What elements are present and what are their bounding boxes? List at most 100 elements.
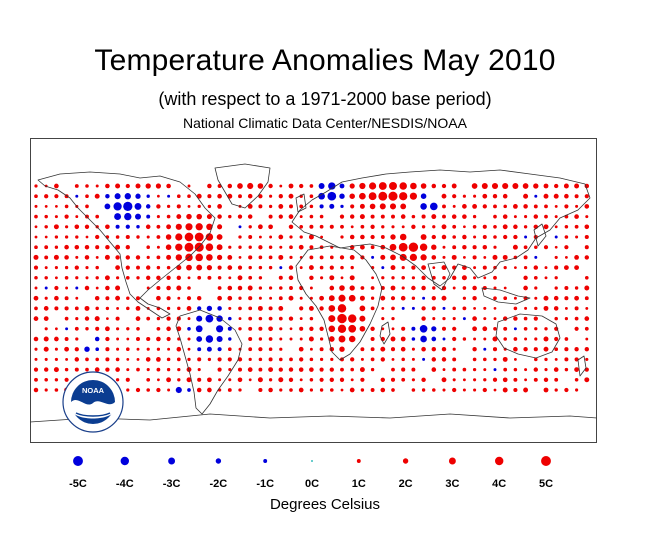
anomaly-dot (156, 285, 161, 291)
anomaly-dot (44, 327, 48, 331)
anomaly-dot (64, 296, 69, 301)
anomaly-dot (105, 193, 110, 199)
anomaly-dot (319, 347, 324, 352)
anomaly-dot (166, 265, 171, 270)
anomaly-dot (248, 337, 253, 341)
anomaly-dot (166, 275, 171, 280)
anomaly-dot (115, 255, 120, 260)
anomaly-dot (429, 202, 438, 211)
anomaly-dot (238, 388, 242, 392)
anomaly-dot (553, 306, 559, 311)
anomaly-dot (585, 306, 589, 310)
anomaly-dot (329, 367, 334, 372)
anomaly-dot (420, 203, 427, 210)
anomaly-dot (33, 367, 39, 372)
anomaly-dot (329, 265, 334, 270)
anomaly-dot (247, 214, 253, 219)
anomaly-dot (115, 224, 120, 229)
anomaly-dot (85, 204, 89, 209)
anomaly-dot (319, 295, 324, 301)
anomaly-dot (380, 387, 386, 393)
anomaly-dot (288, 183, 294, 189)
anomaly-dot (197, 347, 202, 352)
anomaly-dot (564, 265, 569, 270)
anomaly-dot (95, 234, 100, 240)
anomaly-dot (452, 357, 457, 362)
map-title: Temperature Anomalies May 2010 (94, 44, 556, 77)
anomaly-dot (268, 316, 273, 321)
anomaly-dot (319, 265, 324, 270)
anomaly-dot (585, 215, 589, 219)
anomaly-dot (135, 387, 141, 393)
anomaly-dot (411, 337, 416, 341)
anomaly-dot (502, 193, 508, 199)
anomaly-dot (409, 192, 417, 200)
anomaly-dot (116, 306, 120, 310)
anomaly-dot (380, 377, 385, 382)
anomaly-dot (452, 347, 456, 351)
anomaly-dot (54, 357, 58, 361)
anomaly-dot (350, 225, 354, 229)
anomaly-dot (337, 324, 347, 333)
anomaly-dot (554, 388, 558, 392)
anomaly-dot (431, 183, 437, 189)
anomaly-dot (359, 315, 366, 322)
anomaly-dot (268, 378, 273, 382)
anomaly-dot (195, 325, 203, 333)
anomaly-dot (543, 336, 549, 342)
anomaly-dot (513, 346, 518, 352)
anomaly-dot (278, 275, 283, 280)
anomaly-dot (513, 337, 518, 341)
anomaly-dot (64, 306, 69, 311)
anomaly-dot (309, 214, 314, 219)
anomaly-dot (54, 285, 59, 291)
anomaly-dot (329, 275, 335, 281)
anomaly-dots (33, 182, 590, 394)
anomaly-dot (278, 367, 283, 372)
anomaly-dot (462, 234, 467, 240)
anomaly-dot (381, 317, 385, 321)
anomaly-dot (187, 276, 191, 280)
anomaly-dot (258, 387, 263, 393)
anomaly-dot (452, 275, 457, 280)
anomaly-dot (217, 295, 222, 301)
anomaly-dot (207, 387, 212, 393)
anomaly-dot (309, 255, 314, 260)
anomaly-dot (563, 183, 569, 189)
anomaly-dot (391, 388, 395, 392)
anomaly-dot (205, 243, 214, 251)
anomaly-dot (309, 326, 314, 331)
anomaly-dot (196, 213, 202, 220)
anomaly-dot (442, 368, 446, 372)
anomaly-dot (156, 326, 161, 331)
anomaly-dot (432, 286, 436, 290)
anomaly-dot (268, 306, 273, 311)
anomaly-dot (503, 234, 508, 240)
anomaly-dot (116, 327, 120, 331)
anomaly-dot (379, 203, 386, 210)
anomaly-dot (472, 224, 477, 229)
anomaly-dot (94, 193, 100, 199)
anomaly-dot (523, 255, 528, 260)
anomaly-dot (216, 315, 223, 322)
anomaly-dot (258, 347, 263, 352)
anomaly-dot (533, 367, 538, 372)
anomaly-dot (473, 306, 477, 310)
anomaly-dot (228, 276, 232, 280)
anomaly-dot (268, 224, 273, 230)
anomaly-dot (64, 225, 69, 229)
anomaly-dot (186, 377, 192, 383)
anomaly-dot (309, 347, 313, 351)
anomaly-dot (156, 255, 161, 260)
anomaly-dot (408, 242, 419, 252)
anomaly-dot (54, 388, 59, 392)
legend-dot (448, 457, 456, 465)
anomaly-dot (452, 326, 457, 331)
anomaly-dot (44, 245, 49, 250)
anomaly-dot (298, 346, 304, 352)
anomaly-dot (390, 254, 396, 261)
anomaly-dot (228, 378, 232, 382)
anomaly-dot (544, 327, 548, 331)
anomaly-dot (216, 335, 223, 343)
anomaly-dot (258, 367, 263, 372)
